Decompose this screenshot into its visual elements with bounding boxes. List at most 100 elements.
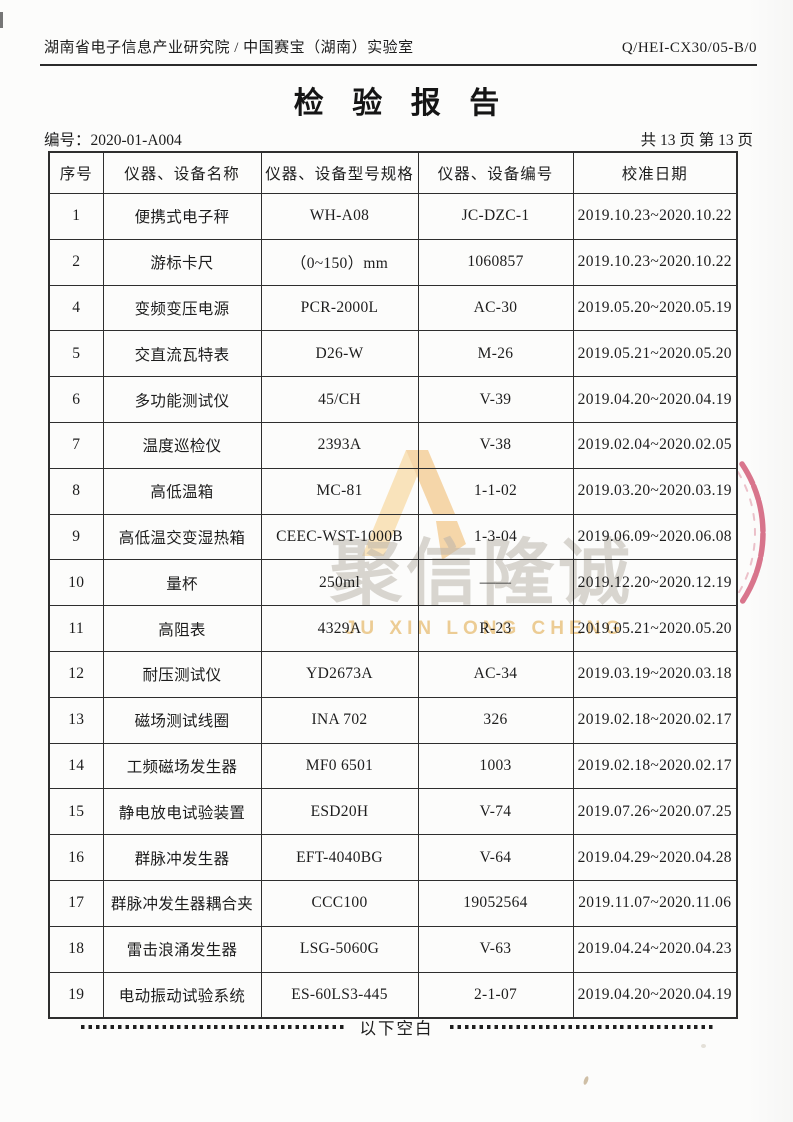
cell-seq: 8 (48, 467, 104, 515)
cell-name: 便携式电子秤 (102, 193, 262, 240)
cell-date: 2019.03.19~2020.03.18 (572, 650, 738, 698)
cell-date: 2019.10.23~2020.10.22 (572, 238, 738, 286)
col-header-seq: 序号 (48, 151, 104, 194)
cell-name: 高低温箱 (102, 467, 262, 515)
cell-date: 2019.05.21~2020.05.20 (572, 330, 738, 378)
table-row: 16 群脉冲发生器 EFT-4040BG V-64 2019.04.29~2020.04… (48, 834, 738, 881)
cell-model: WH-A08 (260, 193, 419, 240)
seal-arc-path (739, 461, 766, 605)
cell-date: 2019.10.23~2020.10.22 (572, 193, 738, 240)
cell-model: PCR-2000L (260, 284, 419, 332)
equipment-table-body: 1 便携式电子秤 WH-A08 JC-DZC-1 2019.10.23~2020.10.… (48, 193, 738, 1019)
equipment-table: 序号 仪器、设备名称 仪器、设备型号规格 仪器、设备编号 校准日期 1 便携式电子… (48, 151, 738, 1020)
cell-model: INA 702 (260, 696, 419, 744)
page-title: 检验报告 (293, 87, 528, 120)
cell-name: 电动振动试验系统 (102, 971, 262, 1019)
table-row: 19 电动振动试验系统 ES-60LS3-445 2-1-07 2019.04.20~2… (48, 971, 738, 1019)
cell-model: ES-60LS3-445 (260, 971, 419, 1019)
cell-seq: 17 (48, 879, 104, 927)
document-code: Q/HEI-CX30/05-B/0 (621, 40, 757, 56)
cell-name: 工频磁场发生器 (102, 742, 262, 790)
cell-serial: 1-1-02 (417, 467, 574, 515)
table-row: 2 游标卡尺 （0~150）mm 1060857 2019.10.23~2020.10.… (48, 238, 738, 286)
cell-serial: JC-DZC-1 (417, 193, 574, 240)
scan-speck (701, 1044, 706, 1048)
table-row: 18 雷击浪涌发生器 LSG-5060G V-63 2019.04.24~2020.04… (48, 925, 738, 973)
cell-seq: 18 (48, 925, 104, 973)
cell-model: D26-W (260, 330, 419, 378)
cell-date: 2019.02.04~2020.02.05 (572, 421, 738, 469)
page-count: 共 13 页 第 13 页 (640, 132, 753, 149)
cell-model: 2393A (260, 421, 419, 469)
scan-speck (582, 1075, 590, 1086)
cell-date: 2019.05.21~2020.05.20 (572, 605, 738, 652)
cell-seq: 12 (48, 650, 104, 698)
cell-serial: V-74 (417, 788, 574, 836)
cell-date: 2019.06.09~2020.06.08 (572, 513, 738, 561)
table-row: 14 工频磁场发生器 MF0 6501 1003 2019.02.18~2020.02.… (48, 742, 738, 790)
table-row: 12 耐压测试仪 YD2673A AC-34 2019.03.19~2020.03.18 (48, 650, 738, 698)
cell-serial: V-63 (417, 925, 574, 973)
cell-date: 2019.02.18~2020.02.17 (572, 742, 738, 790)
cell-name: 磁场测试线圈 (102, 696, 262, 744)
cell-date: 2019.05.20~2020.05.19 (572, 284, 738, 332)
cell-serial: 1003 (417, 742, 574, 790)
cell-model: 250ml (260, 559, 419, 607)
table-row: 4 变频变压电源 PCR-2000L AC-30 2019.05.20~2020.05.… (48, 284, 738, 332)
cell-name: 耐压测试仪 (102, 650, 262, 698)
table-row: 5 交直流瓦特表 D26-W M-26 2019.05.21~2020.05.20 (48, 330, 738, 378)
table-row: 6 多功能测试仪 45/CH V-39 2019.04.20~2020.04.19 (48, 376, 738, 423)
cell-serial: 1060857 (417, 238, 574, 286)
cell-model: EFT-4040BG (260, 834, 419, 881)
cell-seq: 19 (48, 971, 104, 1019)
cell-serial: V-38 (417, 421, 574, 469)
cell-seq: 5 (48, 330, 104, 378)
cell-name: 变频变压电源 (102, 284, 262, 332)
cell-model: 4329A (260, 605, 419, 652)
cell-seq: 7 (48, 421, 104, 469)
cell-name: 高阻表 (102, 605, 262, 652)
table-row: 1 便携式电子秤 WH-A08 JC-DZC-1 2019.10.23~2020.10.… (48, 193, 738, 240)
dotted-line-right (449, 1025, 713, 1029)
cell-model: MC-81 (260, 467, 419, 515)
col-header-date: 校准日期 (572, 151, 738, 194)
cell-model: LSG-5060G (260, 925, 419, 973)
cell-seq: 2 (48, 238, 104, 286)
cell-model: CCC100 (260, 879, 419, 927)
cell-date: 2019.04.24~2020.04.23 (572, 925, 738, 973)
report-number: 编号：2020-01-A004 (44, 132, 182, 149)
cell-seq: 9 (48, 513, 104, 561)
cell-model: MF0 6501 (260, 742, 419, 790)
cell-date: 2019.04.29~2020.04.28 (572, 834, 738, 881)
cell-date: 2019.07.26~2020.07.25 (572, 788, 738, 836)
table-header-row: 序号 仪器、设备名称 仪器、设备型号规格 仪器、设备编号 校准日期 (48, 151, 738, 194)
cell-model: YD2673A (260, 650, 419, 698)
table-row: 15 静电放电试验装置 ESD20H V-74 2019.07.26~2020.07.2… (48, 788, 738, 836)
cell-name: 多功能测试仪 (102, 376, 262, 423)
organization-name: 湖南省电子信息产业研究院 / 中国赛宝（湖南）实验室 (44, 40, 414, 56)
cell-seq: 13 (48, 696, 104, 744)
cell-serial: V-39 (417, 376, 574, 423)
cell-name: 静电放电试验装置 (102, 788, 262, 836)
cell-date: 2019.11.07~2020.11.06 (572, 879, 738, 927)
cell-serial: 326 (417, 696, 574, 744)
cell-name: 高低温交变湿热箱 (102, 513, 262, 561)
cell-model: （0~150）mm (260, 238, 419, 286)
cell-date: 2019.04.20~2020.04.19 (572, 376, 738, 423)
table-row: 9 高低温交变湿热箱 CEEC-WST-1000B 1-3-04 2019.06.09~… (48, 513, 738, 561)
cell-name: 雷击浪涌发生器 (102, 925, 262, 973)
cell-seq: 10 (48, 559, 104, 607)
cell-serial: 19052564 (417, 879, 574, 927)
cell-seq: 6 (48, 376, 104, 423)
cell-seq: 16 (48, 834, 104, 881)
cell-name: 群脉冲发生器 (102, 834, 262, 881)
cell-model: CEEC-WST-1000B (260, 513, 419, 561)
cell-serial: V-64 (417, 834, 574, 881)
table-row: 11 高阻表 4329A R-23 2019.05.21~2020.05.20 (48, 605, 738, 652)
cell-date: 2019.12.20~2020.12.19 (572, 559, 738, 607)
table-row: 13 磁场测试线圈 INA 702 326 2019.02.18~2020.02.17 (48, 696, 738, 744)
table-row: 17 群脉冲发生器耦合夹 CCC100 19052564 2019.11.07~2020… (48, 879, 738, 927)
cell-name: 量杯 (102, 559, 262, 607)
table-row: 7 温度巡检仪 2393A V-38 2019.02.04~2020.02.05 (48, 421, 738, 469)
